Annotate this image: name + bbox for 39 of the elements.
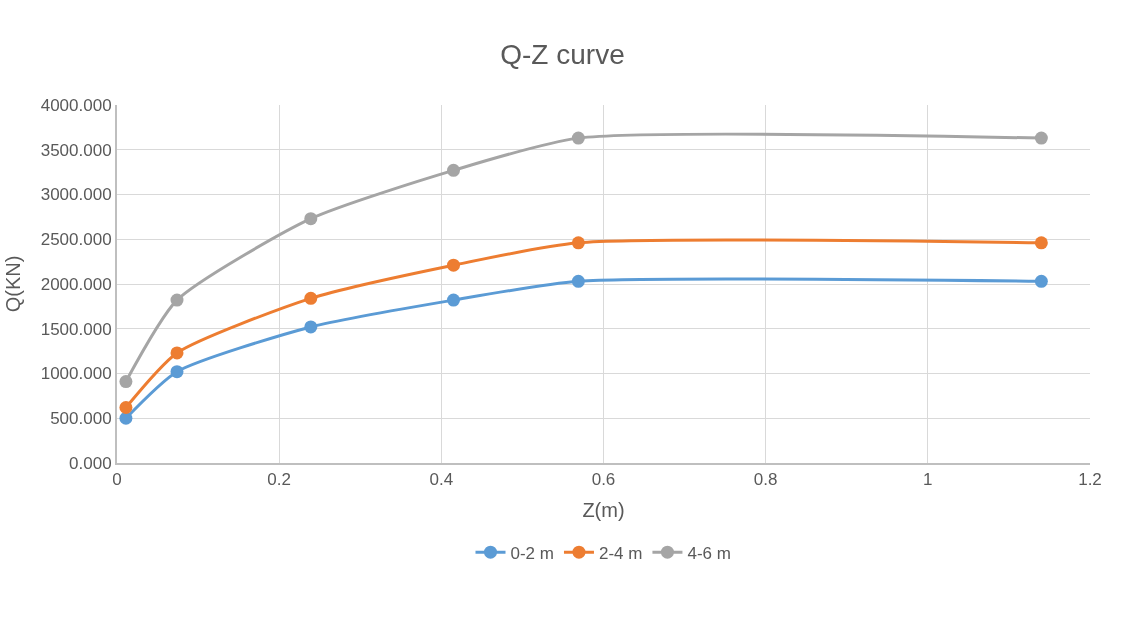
point (447, 293, 460, 307)
point (447, 163, 460, 177)
y-tick-label: 4000.000 (40, 95, 112, 115)
point (170, 293, 184, 307)
x-tick-label: 1.2 (1078, 470, 1102, 490)
point (170, 365, 184, 379)
point (447, 258, 460, 272)
point (304, 291, 318, 305)
y-tick-label: 500.000 (50, 409, 112, 429)
point (571, 131, 585, 145)
x-tick-label: 0.8 (753, 470, 778, 490)
point (1034, 131, 1048, 145)
point (170, 346, 184, 360)
point (119, 375, 133, 389)
point (1034, 236, 1048, 250)
point (304, 212, 318, 226)
y-tick-label: 3000.000 (40, 185, 112, 205)
y-tick-label: 2500.000 (40, 230, 112, 250)
y-tick-label: 1000.000 (40, 364, 112, 384)
y-tick-label: 2000.000 (40, 274, 112, 294)
point (571, 274, 585, 288)
point (571, 236, 585, 250)
x-axis-title: Z(m) (582, 499, 625, 522)
x-tick-label: 1 (923, 470, 933, 490)
legend-label: 2-4 m (598, 543, 643, 563)
y-tick-label: 0.000 (69, 453, 112, 473)
y-tick-label: 3500.000 (40, 140, 112, 160)
point (1034, 274, 1048, 288)
x-tick-label: 0.4 (429, 470, 454, 490)
chart-title: Q-Z curve (500, 39, 625, 71)
legend-label: 0-2 m (510, 543, 554, 563)
point (119, 401, 133, 414)
x-tick-label: 0.2 (267, 470, 291, 490)
x-tick-label: 0.6 (591, 470, 616, 490)
y-axis-title: Q(KN) (1, 255, 24, 313)
legend-label: 4-6 m (687, 543, 731, 563)
point (304, 320, 318, 334)
x-tick-label: 0 (112, 470, 122, 490)
y-tick-label: 1500.000 (40, 319, 112, 339)
